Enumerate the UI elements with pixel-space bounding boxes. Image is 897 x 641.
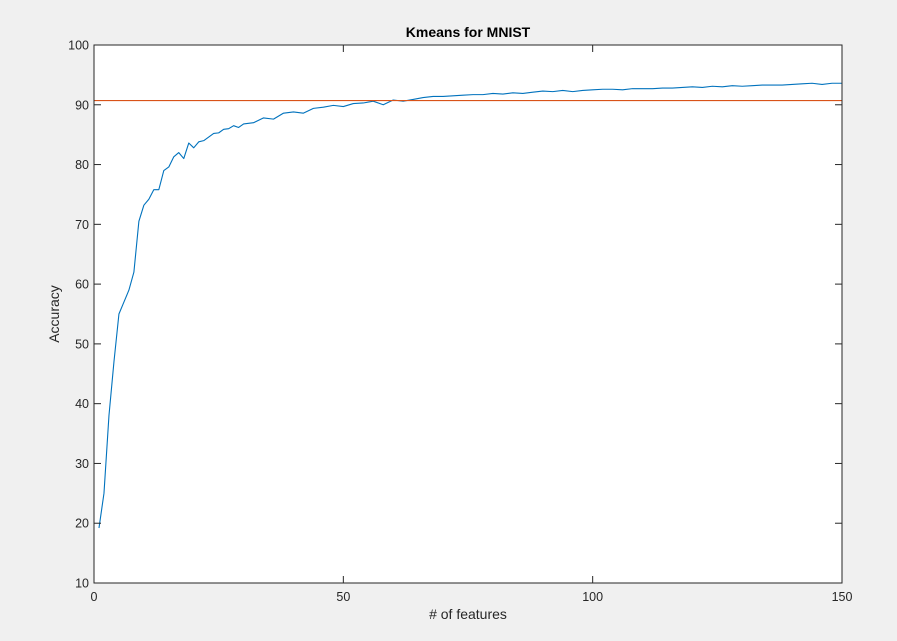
x-tick-label: 50 <box>336 590 350 604</box>
x-tick-label: 150 <box>832 590 853 604</box>
y-tick-label: 10 <box>75 577 89 591</box>
plot-area <box>94 45 842 583</box>
y-tick-label: 80 <box>75 158 89 172</box>
x-axis-label: # of features <box>429 606 507 622</box>
y-tick-label: 50 <box>75 337 89 351</box>
y-tick-label: 90 <box>75 98 89 112</box>
y-tick-label: 20 <box>75 517 89 531</box>
y-tick-label: 40 <box>75 397 89 411</box>
y-axis-label: Accuracy <box>46 285 62 343</box>
chart-title: Kmeans for MNIST <box>406 24 531 40</box>
y-tick-label: 70 <box>75 218 89 232</box>
x-tick-label: 0 <box>91 590 98 604</box>
y-tick-label: 30 <box>75 457 89 471</box>
axes-box <box>93 44 843 584</box>
y-tick-label: 100 <box>68 39 89 53</box>
y-tick-label: 60 <box>75 278 89 292</box>
x-tick-label: 100 <box>582 590 603 604</box>
